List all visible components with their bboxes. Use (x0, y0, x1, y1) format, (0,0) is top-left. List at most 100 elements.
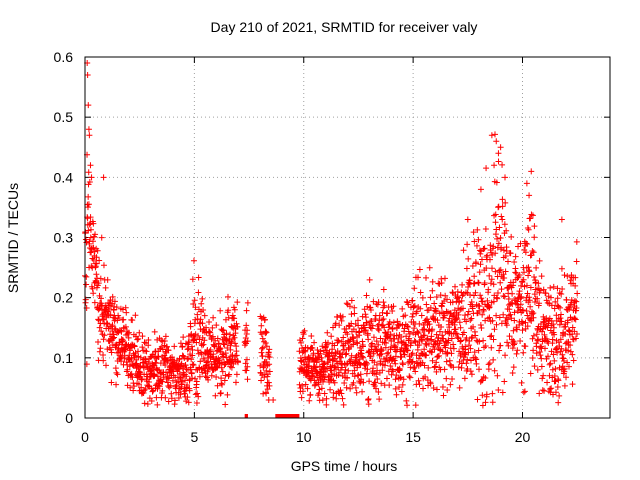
data-point (202, 373, 209, 380)
data-point (530, 332, 537, 339)
data-point (488, 132, 495, 139)
data-point (129, 374, 136, 381)
zero-value-segment (244, 414, 248, 418)
data-point (506, 306, 513, 313)
data-point (141, 339, 148, 346)
data-point (189, 375, 196, 382)
y-axis-title: SRMTID / TECUs (5, 183, 21, 293)
data-point (573, 238, 580, 245)
data-point (308, 332, 315, 339)
data-point (416, 381, 423, 388)
data-point (508, 233, 515, 240)
data-point (472, 289, 479, 296)
data-point (557, 315, 564, 322)
data-point (563, 296, 570, 303)
data-point (103, 320, 110, 327)
data-point (494, 372, 501, 379)
data-point (477, 292, 484, 299)
data-point (476, 366, 483, 373)
data-point (266, 354, 273, 361)
data-point (184, 394, 191, 401)
data-point (266, 382, 273, 389)
data-point (360, 354, 367, 361)
data-point (261, 316, 268, 323)
data-point (266, 361, 273, 368)
data-point (440, 392, 447, 399)
data-point (350, 341, 357, 348)
data-point (493, 226, 500, 233)
data-point (529, 354, 536, 361)
data-point (263, 329, 270, 336)
data-point (482, 399, 489, 406)
data-point (156, 383, 163, 390)
data-point (571, 315, 578, 322)
data-point (266, 346, 273, 353)
data-point (120, 316, 127, 323)
data-point (540, 372, 547, 379)
data-point (204, 368, 211, 375)
data-point (131, 383, 138, 390)
data-point (562, 330, 569, 337)
data-point (558, 216, 565, 223)
data-point (454, 315, 461, 322)
data-point (314, 347, 321, 354)
x-tick-label: 5 (190, 429, 198, 445)
data-point (206, 319, 213, 326)
data-point (243, 356, 250, 363)
data-point (441, 312, 448, 319)
data-point (536, 257, 543, 264)
data-point (263, 390, 270, 397)
data-point (225, 307, 232, 314)
data-point (491, 326, 498, 333)
data-point (87, 249, 94, 256)
data-point (572, 316, 579, 323)
data-point (546, 300, 553, 307)
data-point (403, 298, 410, 305)
data-point (113, 369, 120, 376)
data-point (550, 321, 557, 328)
data-point (539, 387, 546, 394)
data-point (385, 349, 392, 356)
data-point (167, 382, 174, 389)
data-point (454, 288, 461, 295)
data-point (140, 389, 147, 396)
data-point (220, 327, 227, 334)
data-point (217, 390, 224, 397)
data-point (450, 364, 457, 371)
data-point (467, 368, 474, 375)
data-point (331, 363, 338, 370)
data-point (209, 324, 216, 331)
data-point (505, 295, 512, 302)
data-point (467, 316, 474, 323)
data-point (550, 283, 557, 290)
x-tick-label: 15 (405, 429, 421, 445)
data-point (356, 332, 363, 339)
data-point (83, 281, 90, 288)
data-point (443, 375, 450, 382)
data-point (537, 352, 544, 359)
x-tick-labels: 0 5 10 15 20 (81, 429, 530, 445)
data-point (409, 310, 416, 317)
data-point (470, 292, 477, 299)
y-tick-label: 0.6 (54, 49, 74, 65)
data-point (490, 243, 497, 250)
data-point (106, 305, 113, 312)
data-point (128, 355, 135, 362)
data-point (415, 377, 422, 384)
data-point (463, 360, 470, 367)
data-point (514, 347, 521, 354)
data-point (96, 292, 103, 299)
data-point (92, 231, 99, 238)
data-point (220, 340, 227, 347)
data-point (518, 379, 525, 386)
data-point (354, 340, 361, 347)
data-point (199, 295, 206, 302)
data-point (520, 389, 527, 396)
data-point (372, 379, 379, 386)
data-point (564, 273, 571, 280)
data-point (366, 321, 373, 328)
data-point (479, 402, 486, 409)
data-point (198, 351, 205, 358)
data-point (506, 333, 513, 340)
data-point (416, 320, 423, 327)
